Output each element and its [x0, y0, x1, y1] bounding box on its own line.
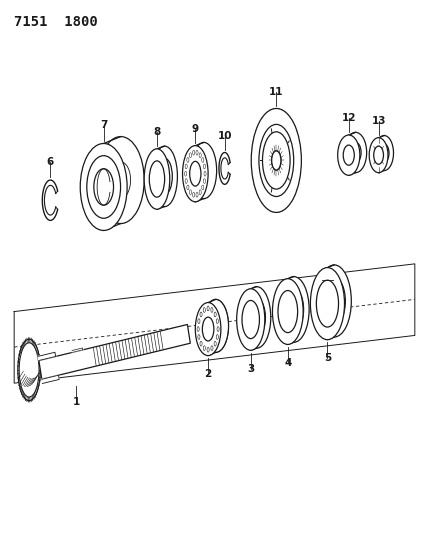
Ellipse shape — [204, 171, 206, 176]
Ellipse shape — [185, 179, 187, 183]
Text: 6: 6 — [47, 157, 54, 166]
Ellipse shape — [278, 290, 298, 333]
Ellipse shape — [199, 190, 201, 195]
Ellipse shape — [263, 132, 290, 189]
Ellipse shape — [80, 143, 127, 230]
Ellipse shape — [317, 265, 351, 337]
Ellipse shape — [259, 124, 294, 197]
Ellipse shape — [193, 192, 195, 197]
Ellipse shape — [184, 171, 187, 176]
Ellipse shape — [198, 335, 200, 340]
Ellipse shape — [200, 312, 202, 317]
Ellipse shape — [191, 142, 217, 199]
Ellipse shape — [187, 158, 189, 163]
Ellipse shape — [111, 162, 130, 198]
Ellipse shape — [94, 169, 114, 205]
Ellipse shape — [202, 158, 204, 163]
Ellipse shape — [379, 144, 389, 162]
Ellipse shape — [350, 142, 361, 163]
Text: 12: 12 — [341, 113, 356, 123]
Ellipse shape — [237, 289, 265, 350]
Ellipse shape — [311, 268, 344, 340]
Ellipse shape — [189, 190, 191, 195]
Text: 7151  1800: 7151 1800 — [14, 14, 98, 29]
Ellipse shape — [272, 151, 281, 170]
Ellipse shape — [216, 319, 218, 324]
Ellipse shape — [243, 287, 271, 348]
Ellipse shape — [207, 348, 209, 352]
Ellipse shape — [207, 306, 209, 311]
Ellipse shape — [248, 298, 266, 336]
Text: 1: 1 — [73, 397, 80, 407]
Text: 7: 7 — [100, 120, 107, 130]
Text: 4: 4 — [284, 358, 291, 368]
Ellipse shape — [214, 312, 216, 317]
Text: 8: 8 — [153, 127, 160, 137]
Ellipse shape — [182, 146, 208, 202]
Text: 2: 2 — [205, 369, 212, 379]
Polygon shape — [42, 375, 59, 383]
Text: 9: 9 — [192, 124, 199, 134]
Ellipse shape — [272, 279, 303, 344]
Ellipse shape — [97, 136, 144, 223]
Ellipse shape — [193, 150, 195, 155]
Text: 3: 3 — [247, 364, 254, 374]
Ellipse shape — [199, 153, 201, 158]
Ellipse shape — [211, 346, 213, 351]
Ellipse shape — [149, 161, 165, 197]
Ellipse shape — [374, 146, 384, 164]
Ellipse shape — [369, 138, 388, 173]
Ellipse shape — [203, 164, 205, 169]
Ellipse shape — [214, 341, 216, 346]
Ellipse shape — [343, 145, 354, 165]
Ellipse shape — [211, 308, 213, 312]
Ellipse shape — [316, 280, 338, 327]
Ellipse shape — [375, 135, 393, 171]
Ellipse shape — [242, 301, 260, 338]
Ellipse shape — [216, 335, 218, 340]
Ellipse shape — [284, 288, 304, 330]
Ellipse shape — [344, 132, 367, 173]
Ellipse shape — [203, 346, 205, 351]
Polygon shape — [39, 325, 190, 379]
Text: 5: 5 — [324, 353, 331, 363]
Ellipse shape — [202, 185, 204, 190]
Ellipse shape — [196, 150, 198, 155]
Polygon shape — [38, 352, 56, 360]
Ellipse shape — [187, 185, 189, 190]
Text: 11: 11 — [269, 86, 284, 96]
Text: 13: 13 — [372, 116, 386, 126]
Ellipse shape — [278, 277, 309, 342]
Ellipse shape — [185, 164, 187, 169]
Ellipse shape — [202, 317, 214, 341]
Ellipse shape — [157, 158, 172, 195]
Polygon shape — [72, 348, 83, 352]
Ellipse shape — [203, 308, 205, 312]
Ellipse shape — [189, 153, 191, 158]
Ellipse shape — [152, 146, 178, 207]
Ellipse shape — [217, 327, 219, 332]
Ellipse shape — [197, 327, 199, 332]
Ellipse shape — [251, 109, 301, 213]
Ellipse shape — [144, 149, 170, 209]
Ellipse shape — [18, 339, 40, 401]
Ellipse shape — [87, 156, 121, 219]
Ellipse shape — [203, 300, 229, 352]
Ellipse shape — [19, 343, 39, 397]
Ellipse shape — [190, 161, 201, 186]
Ellipse shape — [200, 341, 202, 346]
Ellipse shape — [323, 278, 345, 325]
Ellipse shape — [196, 192, 198, 197]
Ellipse shape — [338, 135, 360, 175]
Ellipse shape — [272, 151, 281, 170]
Ellipse shape — [198, 319, 200, 324]
Ellipse shape — [195, 303, 221, 356]
Ellipse shape — [203, 179, 205, 183]
Text: 10: 10 — [218, 131, 232, 141]
